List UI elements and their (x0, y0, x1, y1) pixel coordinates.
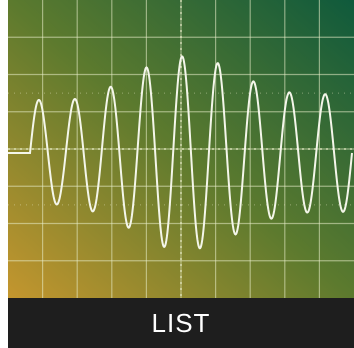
label-bar: LIST (8, 298, 354, 348)
oscilloscope-image (8, 0, 354, 298)
grid (8, 0, 354, 298)
tile-label: LIST (151, 307, 211, 338)
waveform-trace (8, 55, 353, 250)
